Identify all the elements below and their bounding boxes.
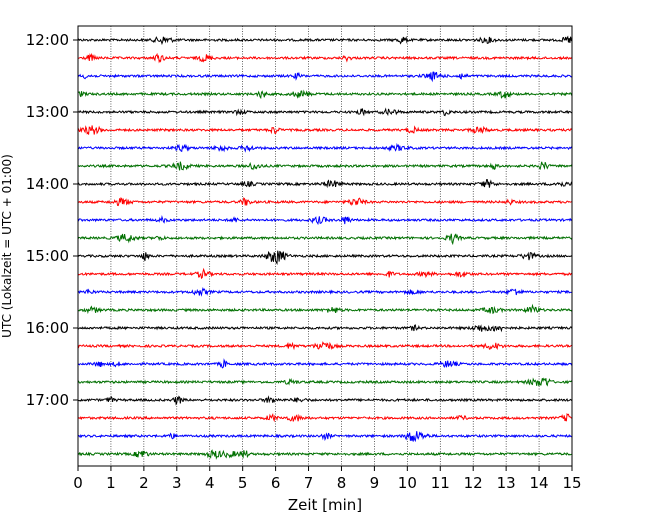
trace-line <box>77 449 573 460</box>
trace-line <box>77 215 573 226</box>
trace-line <box>77 52 573 64</box>
x-tick-label: 13 <box>497 474 516 492</box>
vertical-grid <box>110 26 540 466</box>
trace-line <box>77 233 573 246</box>
trace-line <box>77 412 573 423</box>
trace-line <box>77 303 573 315</box>
trace-line <box>77 71 573 83</box>
trace-line <box>77 287 573 297</box>
x-tick-label: 1 <box>106 474 116 492</box>
trace-line <box>77 196 573 207</box>
x-tick-label: 9 <box>370 474 380 492</box>
y-tick-label: 12:00 <box>26 31 69 49</box>
x-tick-label: 5 <box>238 474 248 492</box>
y-tick-label: 17:00 <box>26 391 69 409</box>
y-tick-label: 14:00 <box>26 175 69 193</box>
trace-line <box>77 341 573 351</box>
trace-line <box>77 324 573 333</box>
traces <box>77 35 573 460</box>
x-tick-label: 8 <box>337 474 347 492</box>
x-tick-label: 11 <box>431 474 450 492</box>
x-tick-label: 15 <box>562 474 581 492</box>
trace-line <box>77 179 573 189</box>
trace-line <box>77 125 573 135</box>
y-tick-label: 15:00 <box>26 247 69 265</box>
x-tick-label: 4 <box>205 474 215 492</box>
y-tick-label: 13:00 <box>26 103 69 121</box>
x-axis-label: Zeit [min] <box>288 496 362 514</box>
x-tick-label: 10 <box>398 474 417 492</box>
trace-line <box>77 267 573 280</box>
trace-line <box>77 395 573 406</box>
trace-line <box>77 35 573 46</box>
trace-line <box>77 250 573 265</box>
x-tick-label: 6 <box>271 474 281 492</box>
trace-line <box>77 89 573 100</box>
trace-line <box>77 377 573 387</box>
x-tick-label: 2 <box>139 474 149 492</box>
x-axis: 0 1 2 3 4 5 6 7 8 9 10 11 12 13 14 15 <box>73 466 582 492</box>
x-tick-label: 3 <box>172 474 182 492</box>
trace-line <box>77 107 573 117</box>
x-tick-label: 7 <box>304 474 314 492</box>
y-axis: 12:00 13:00 14:00 15:00 16:00 17:00 <box>26 31 78 409</box>
y-axis-label: UTC (Lokalzeit = UTC + 01:00) <box>0 154 14 338</box>
x-tick-label: 0 <box>73 474 83 492</box>
trace-line <box>77 431 573 443</box>
plot-frame <box>77 25 573 467</box>
trace-line <box>77 161 573 171</box>
trace-line <box>77 358 573 369</box>
x-tick-label: 14 <box>530 474 549 492</box>
x-tick-label: 12 <box>464 474 483 492</box>
trace-line <box>77 142 573 153</box>
y-tick-label: 16:00 <box>26 319 69 337</box>
